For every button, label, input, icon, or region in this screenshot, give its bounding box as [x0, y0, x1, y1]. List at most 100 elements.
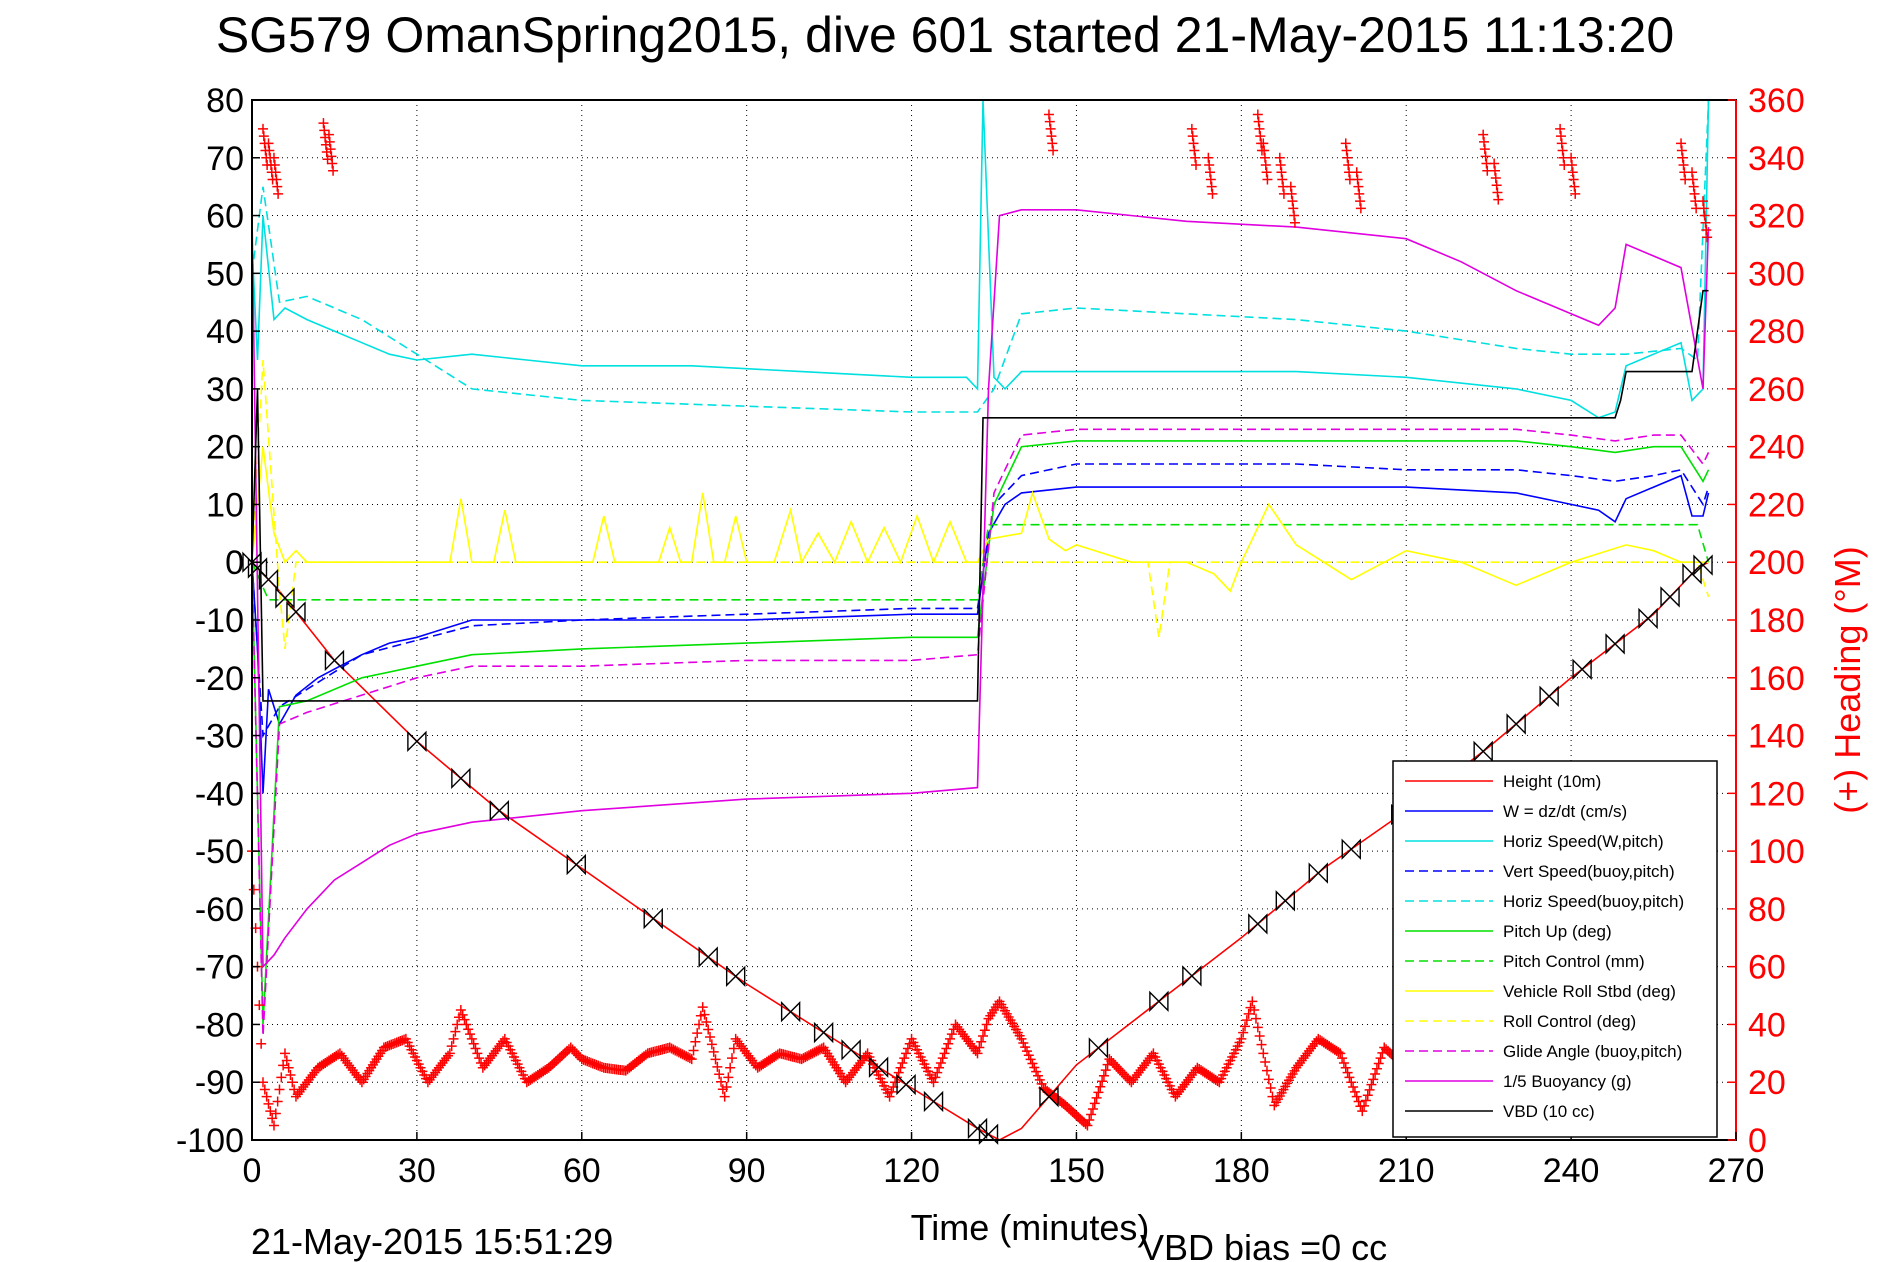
y-tick-label: 10 [206, 486, 244, 524]
heading-point-top [1688, 181, 1699, 192]
x-tick-label: 210 [1378, 1152, 1435, 1190]
heading-point [706, 1039, 717, 1050]
heading-point-top [1343, 160, 1354, 170]
heading-point-top [1490, 173, 1501, 183]
y-tick-label: -100 [176, 1122, 244, 1160]
heading-point [1370, 1069, 1381, 1080]
height-marker [698, 946, 718, 968]
height-marker [1341, 838, 1361, 860]
height-marker [896, 1073, 916, 1096]
heading-point-top [273, 188, 284, 199]
heading-point-top [1274, 152, 1285, 163]
height-marker [813, 1021, 834, 1044]
heading-point-top [1255, 131, 1266, 142]
heading-point-top [1254, 123, 1265, 134]
heading-point [686, 1054, 697, 1065]
series-line-11 [251, 289, 1709, 702]
x-axis-label: Time (minutes) [911, 1207, 1150, 1248]
heading-point [461, 1019, 472, 1030]
height-marker [1660, 586, 1680, 608]
heading-point [1249, 1005, 1260, 1015]
heading-point-top [1190, 152, 1201, 163]
heading-point-top [1702, 232, 1713, 243]
y2-tick-label: 340 [1748, 140, 1805, 178]
heading-point [979, 1025, 990, 1036]
heading-point-top [1287, 196, 1298, 207]
heading-point [268, 1120, 279, 1131]
heading-point-top [1205, 167, 1215, 178]
height-marker [1275, 890, 1295, 912]
heading-point-top [1479, 144, 1490, 155]
heading-point [684, 1053, 695, 1064]
heading-point [459, 1014, 470, 1025]
heading-point [703, 1024, 714, 1035]
heading-point-top [1555, 131, 1566, 142]
heading-point [1357, 1106, 1368, 1117]
heading-point [1098, 1070, 1109, 1081]
y2-tick-label: 260 [1748, 371, 1805, 409]
heading-point [1258, 1048, 1269, 1059]
heading-point [248, 884, 259, 895]
height-marker [868, 1056, 889, 1078]
heading-point-top [1689, 188, 1700, 199]
heading-point [728, 1043, 739, 1054]
x-tick-label: 240 [1543, 1152, 1600, 1190]
heading-point-top [1676, 145, 1687, 156]
heading-point [946, 1029, 957, 1040]
x-tick-labels: 0 30 60 90 120 150 180 210 240 270 [243, 1152, 1765, 1190]
height-marker [1308, 862, 1328, 884]
heading-point [457, 1009, 468, 1020]
heading-point-top [1260, 160, 1271, 170]
y-tick-label: -80 [195, 1006, 244, 1044]
heading-point [1261, 1065, 1272, 1076]
heading-point-top [1203, 152, 1214, 163]
heading-point-top [1555, 123, 1566, 134]
heading-point-top [1493, 194, 1504, 205]
heading-point [448, 1033, 459, 1044]
y2-tick-label: 180 [1748, 602, 1805, 640]
heading-point-top [1252, 109, 1263, 120]
y2-tick-label: 240 [1748, 429, 1805, 467]
height-marker [275, 587, 295, 609]
heading-point [976, 1036, 987, 1047]
heading-point-top [1253, 116, 1264, 127]
heading-point [463, 1024, 474, 1035]
heading-point [708, 1046, 719, 1057]
heading-point [1087, 1103, 1098, 1114]
heading-point-top [1355, 203, 1366, 214]
y-tick-label: -50 [195, 833, 244, 871]
series-line-5 [251, 440, 1710, 1025]
y-tick-label: -60 [195, 891, 244, 929]
heading-point-top [1566, 160, 1577, 170]
heading-point-top [1567, 167, 1578, 178]
heading-point [1093, 1087, 1104, 1098]
heading-point-top [258, 131, 269, 142]
heading-point-top [1204, 160, 1215, 170]
heading-point-top [1286, 188, 1297, 199]
heading-point-top [1556, 138, 1567, 149]
heading-point [1250, 1013, 1261, 1024]
heading-point [256, 1038, 267, 1049]
heading-point [1100, 1065, 1111, 1076]
heading-point [455, 1005, 466, 1015]
heading-point-top [1557, 145, 1568, 156]
heading-point-top [1478, 129, 1489, 140]
heading-point-top [257, 123, 268, 134]
heading-point [937, 1053, 948, 1064]
heading-point [1036, 1078, 1047, 1089]
y2-tick-label: 140 [1748, 718, 1805, 756]
heading-point [279, 1048, 290, 1059]
heading-point-top [1699, 210, 1710, 221]
heading-point [1091, 1092, 1102, 1103]
heading-point [697, 1002, 708, 1013]
heading-point-top [1276, 167, 1287, 178]
y2-tick-label: 40 [1748, 1006, 1786, 1044]
heading-point [1340, 1062, 1351, 1073]
heading-point [1263, 1074, 1274, 1085]
heading-point-top [1491, 180, 1502, 191]
y-tick-label: 70 [206, 140, 244, 178]
heading-point [1335, 1048, 1346, 1059]
y-tick-label: -90 [195, 1064, 244, 1102]
heading-point [259, 1084, 270, 1095]
heading-point-top [324, 136, 335, 147]
